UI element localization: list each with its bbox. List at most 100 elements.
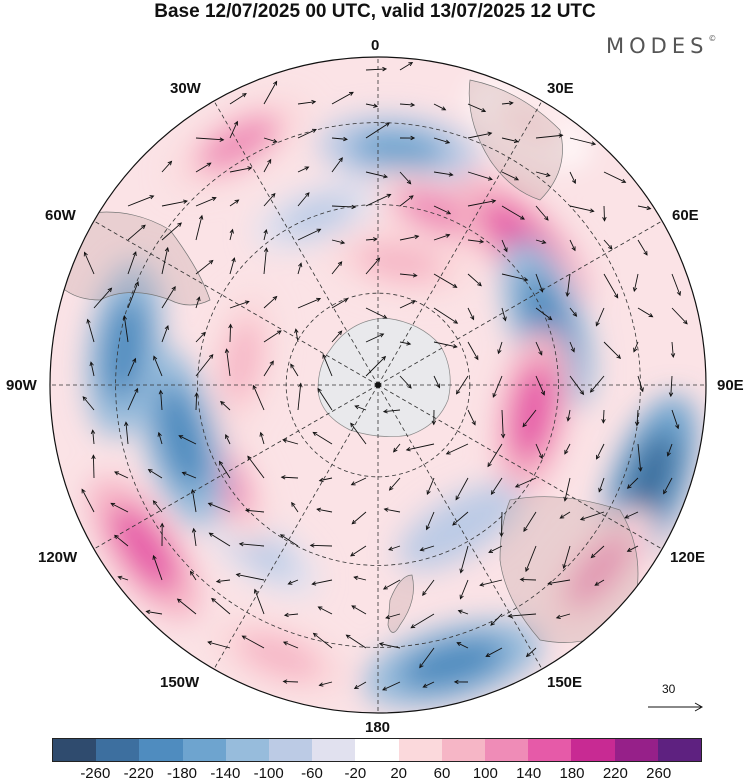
wind-arrow <box>229 166 253 173</box>
wind-arrow <box>147 469 163 479</box>
wind-arrow <box>229 300 250 309</box>
wind-arrow <box>632 273 639 293</box>
colorbar-swatch <box>53 739 97 761</box>
chart-title: Base 12/07/2025 00 UTC, valid 13/07/2025… <box>154 1 596 22</box>
wind-arrow <box>263 295 278 309</box>
wind-arrow <box>297 99 317 105</box>
colorbar-tick-label: -20 <box>344 765 367 782</box>
wind-arrow <box>297 166 310 173</box>
wind-arrow <box>322 353 333 377</box>
wind-arrow <box>479 579 503 587</box>
wind-arrow <box>564 443 571 455</box>
wind-arrow <box>433 233 451 241</box>
wind-arrow <box>229 199 240 207</box>
wind-arrow <box>345 634 367 649</box>
wind-arrow <box>317 606 333 615</box>
meridian-line <box>205 384 379 684</box>
wind-arrow <box>331 261 343 275</box>
wind-arrow <box>263 228 268 241</box>
colorbar-swatch <box>96 739 140 761</box>
colorbar <box>52 738 702 762</box>
colorbar-swatch <box>571 739 615 761</box>
wind-arrow <box>365 193 392 207</box>
wind-arrow <box>637 443 643 472</box>
wind-arrow <box>365 333 385 343</box>
wind-arrow <box>229 228 234 241</box>
wind-arrow <box>318 477 333 483</box>
wind-arrow <box>382 409 401 414</box>
wind-arrow <box>312 431 333 445</box>
wind-arrow <box>263 360 274 377</box>
wind-arrow <box>178 435 197 445</box>
wind-arrow <box>83 251 95 275</box>
wind-arrow <box>176 598 197 615</box>
wind-arrow <box>110 502 129 513</box>
wind-arrow <box>153 355 163 377</box>
lon-label-60w: 60W <box>45 207 76 224</box>
wind-arrow <box>282 438 299 445</box>
wind-arrow <box>365 237 378 242</box>
wind-arrow <box>365 122 391 139</box>
wind-arrow <box>499 511 504 538</box>
wind-arrow <box>603 341 622 360</box>
wind-arrow <box>161 325 169 343</box>
wind-arrow <box>317 387 333 411</box>
polar-map <box>49 56 707 714</box>
wind-arrow <box>244 508 265 513</box>
wind-arrow <box>353 575 367 581</box>
wind-arrow <box>247 455 265 479</box>
wind-arrow <box>259 431 265 445</box>
wind-arrow <box>565 273 571 298</box>
positive-anomaly-cell <box>223 319 262 403</box>
wind-arrow <box>152 500 163 513</box>
wind-arrow <box>279 534 299 547</box>
wind-arrow <box>671 409 680 430</box>
colorbar-swatch <box>485 739 529 761</box>
wind-arrow <box>127 357 137 377</box>
wind-arrow <box>663 477 673 495</box>
wind-arrow <box>331 157 343 173</box>
wind-arrow <box>525 545 537 573</box>
colorbar-tick-label: -180 <box>166 765 198 782</box>
wind-arrow <box>318 681 333 687</box>
wind-arrow <box>579 511 605 521</box>
wind-arrow <box>211 597 231 615</box>
wind-arrow <box>670 341 676 358</box>
wind-arrow <box>228 323 233 343</box>
landmasses <box>54 79 639 643</box>
modes-logo: MODES© <box>606 34 717 58</box>
colorbar-tick-label: 180 <box>559 765 585 782</box>
wind-arrow <box>501 137 519 144</box>
wind-arrow <box>350 545 367 557</box>
wind-arrow <box>637 307 654 318</box>
wind-arrow <box>297 192 310 207</box>
new-zealand <box>387 574 414 633</box>
wind-arrow <box>467 409 476 426</box>
wind-arrow <box>467 131 493 139</box>
wind-arrow <box>86 318 95 343</box>
wind-arrow <box>501 101 514 106</box>
wind-arrow <box>603 171 627 183</box>
wind-arrow <box>161 246 170 275</box>
wind-arrow <box>161 199 188 207</box>
wind-arrow <box>263 247 269 275</box>
wind-arrow <box>467 199 497 207</box>
lon-label-90w: 90W <box>6 377 37 394</box>
wind-arrow <box>127 281 139 309</box>
wind-arrow <box>114 471 129 479</box>
wind-arrow <box>383 507 401 513</box>
wind-arrow <box>399 62 414 71</box>
meridian-line <box>377 212 677 386</box>
wind-arrow <box>220 400 231 411</box>
lon-label-180: 180 <box>365 719 391 736</box>
wind-arrow <box>399 234 420 241</box>
wind-arrow <box>457 609 469 615</box>
map-boundary <box>49 56 707 714</box>
wind-arrow <box>93 287 113 309</box>
wind-arrow <box>459 579 469 600</box>
wind-arrow <box>456 642 469 649</box>
colorbar-swatch <box>312 739 356 761</box>
wind-arrow <box>365 307 388 319</box>
wind-arrow <box>297 128 317 139</box>
wind-arrow <box>433 307 459 324</box>
